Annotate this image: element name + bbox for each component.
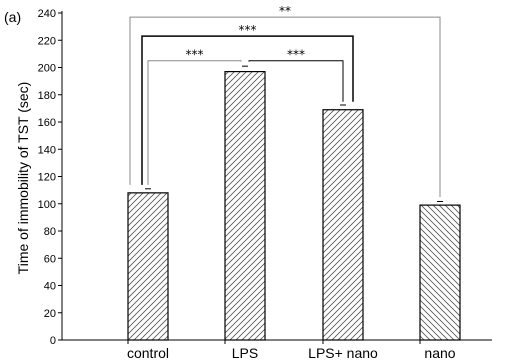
bar-lps-nano bbox=[322, 109, 364, 341]
x-tick-label: LPS+ nano bbox=[308, 345, 378, 361]
significance-label: *** bbox=[239, 23, 257, 37]
bar-control bbox=[127, 192, 169, 341]
y-tick-label: 20 bbox=[44, 308, 56, 320]
y-tick-label: 40 bbox=[44, 281, 56, 293]
bar-lps bbox=[224, 70, 266, 341]
significance-label: *** bbox=[186, 48, 204, 62]
y-tick-label: 80 bbox=[44, 226, 56, 238]
y-tick-label: 60 bbox=[44, 253, 56, 265]
significance-bracket bbox=[141, 35, 354, 185]
x-tick-label: control bbox=[127, 345, 169, 361]
y-tick-label: 220 bbox=[38, 35, 56, 47]
bar-nano bbox=[419, 204, 461, 341]
x-tick-label: nano bbox=[424, 345, 455, 361]
x-tick-label: LPS bbox=[232, 345, 258, 361]
y-tick-label: 140 bbox=[38, 144, 56, 156]
significance-label: ** bbox=[279, 4, 291, 18]
y-tick-label: 160 bbox=[38, 117, 56, 129]
significance-bracket bbox=[248, 60, 344, 102]
significance-bracket bbox=[147, 60, 242, 185]
significance-label: *** bbox=[287, 48, 305, 62]
significance-bracket bbox=[129, 16, 441, 198]
y-axis-label: Time of immobility of TST (sec) bbox=[15, 82, 31, 275]
panel-label: (a) bbox=[4, 9, 21, 25]
y-tick-label: 200 bbox=[38, 63, 56, 75]
y-tick-label: 100 bbox=[38, 199, 56, 211]
y-tick-label: 180 bbox=[38, 90, 56, 102]
y-tick-label: 0 bbox=[50, 335, 56, 347]
y-tick-label: 120 bbox=[38, 172, 56, 184]
y-tick-label: 240 bbox=[38, 8, 56, 20]
